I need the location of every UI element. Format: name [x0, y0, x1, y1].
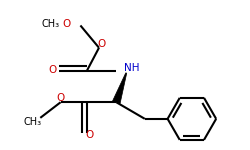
Text: O: O — [98, 39, 106, 49]
Polygon shape — [112, 73, 127, 103]
Text: O: O — [49, 65, 57, 75]
Text: CH₃: CH₃ — [42, 19, 60, 29]
Text: NH: NH — [124, 63, 139, 73]
Text: O: O — [56, 93, 65, 103]
Text: O: O — [63, 19, 71, 29]
Text: CH₃: CH₃ — [23, 117, 42, 127]
Text: O: O — [85, 130, 93, 140]
